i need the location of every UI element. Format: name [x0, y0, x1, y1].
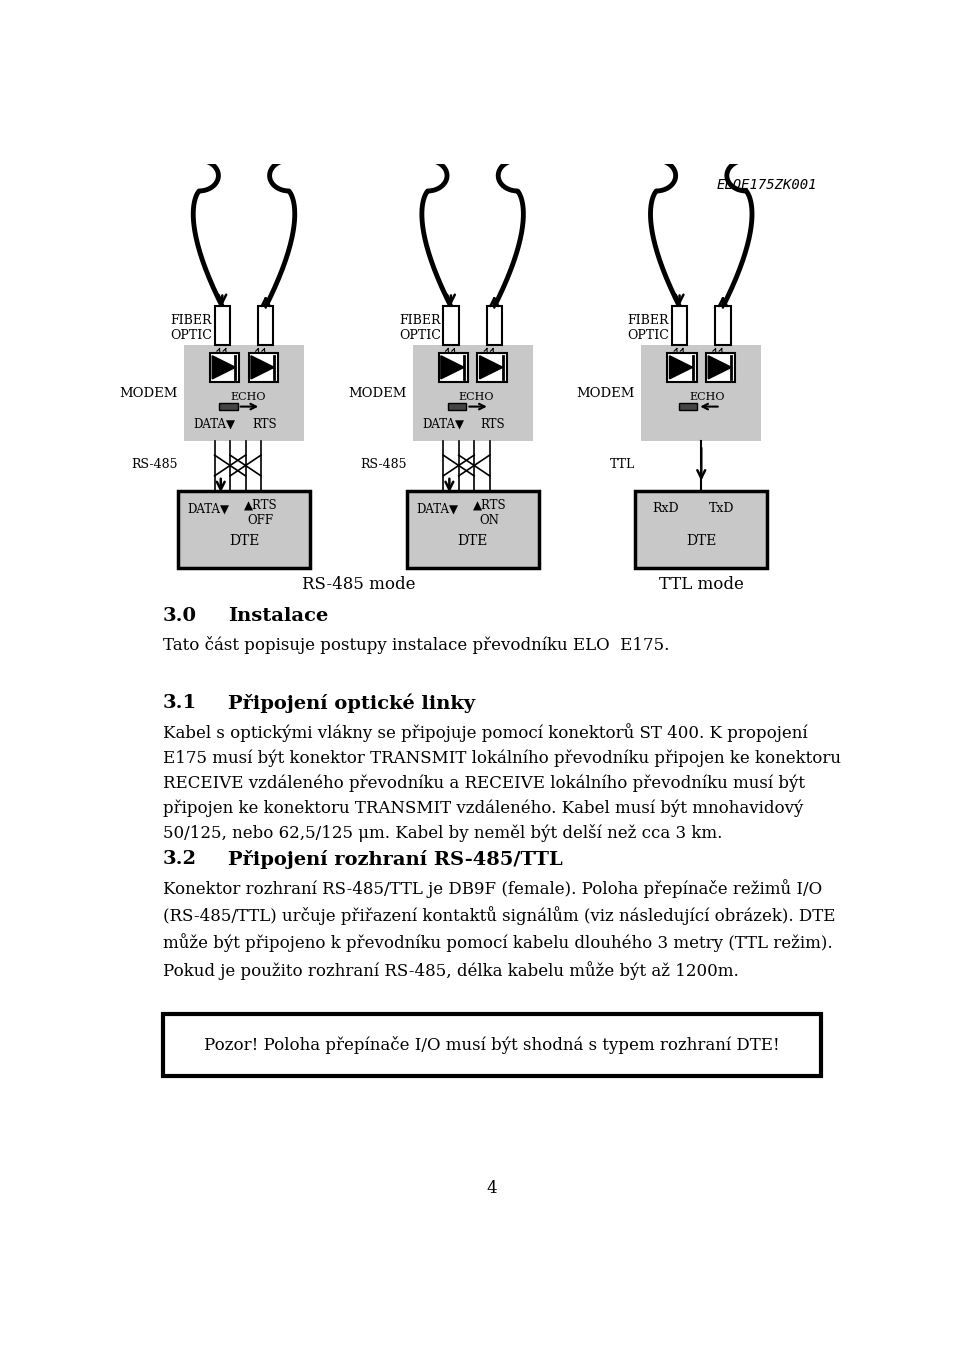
Text: RS-485: RS-485 — [360, 458, 406, 470]
Bar — [179, 491, 310, 569]
Polygon shape — [441, 355, 464, 379]
Text: DATA▼: DATA▼ — [193, 418, 235, 431]
Text: MODEM: MODEM — [119, 387, 178, 399]
Text: DATA▼: DATA▼ — [416, 502, 458, 515]
Text: DATA▼: DATA▼ — [421, 418, 464, 431]
Text: ECHO: ECHO — [459, 392, 494, 402]
Text: ▲RTS
OFF: ▲RTS OFF — [244, 499, 277, 528]
Bar — [439, 353, 468, 381]
Text: TTL: TTL — [610, 458, 635, 470]
Bar — [162, 1014, 822, 1076]
Text: TTL mode: TTL mode — [659, 576, 744, 593]
Bar — [258, 306, 274, 344]
Bar — [715, 306, 731, 344]
Polygon shape — [251, 355, 275, 379]
Text: Kabel s optickými vlákny se připojuje pomocí konektorů ST 400. K propojení
E175 : Kabel s optickými vlákny se připojuje po… — [162, 723, 841, 842]
Text: RS-485 mode: RS-485 mode — [302, 576, 416, 593]
Text: FIBER
OPTIC: FIBER OPTIC — [399, 314, 441, 342]
Bar — [667, 353, 697, 381]
Text: ELOE175ZK001: ELOE175ZK001 — [717, 178, 818, 191]
Text: ECHO: ECHO — [689, 392, 725, 402]
Text: RTS: RTS — [481, 418, 505, 431]
Polygon shape — [669, 355, 693, 379]
Text: 4: 4 — [487, 1180, 497, 1196]
Bar — [487, 306, 502, 344]
Bar — [641, 344, 761, 442]
Text: DATA▼: DATA▼ — [187, 502, 229, 515]
Text: DTE: DTE — [228, 534, 259, 548]
Text: TxD: TxD — [709, 502, 734, 515]
Text: MODEM: MODEM — [348, 387, 406, 399]
Text: ▲RTS
ON: ▲RTS ON — [472, 499, 506, 528]
Text: Připojení rozhraní RS-485/TTL: Připojení rozhraní RS-485/TTL — [228, 850, 564, 869]
Bar — [214, 306, 230, 344]
Bar — [672, 306, 687, 344]
Text: Konektor rozhraní RS-485/TTL je DB9F (female). Poloha přepínače režimů I/O
(RS-4: Konektor rozhraní RS-485/TTL je DB9F (fe… — [162, 879, 835, 980]
Bar — [184, 344, 304, 442]
Bar — [447, 403, 467, 410]
Text: Tato část popisuje postupy instalace převodníku ELO  E175.: Tato část popisuje postupy instalace pře… — [162, 636, 669, 653]
Text: Připojení optické linky: Připojení optické linky — [228, 694, 475, 714]
Bar — [219, 403, 238, 410]
Text: RTS: RTS — [252, 418, 276, 431]
Bar — [636, 491, 767, 569]
Text: RS-485: RS-485 — [132, 458, 178, 470]
Bar — [477, 353, 507, 381]
Text: FIBER
OPTIC: FIBER OPTIC — [170, 314, 212, 342]
Polygon shape — [212, 355, 235, 379]
Text: 3.2: 3.2 — [162, 850, 197, 868]
Text: FIBER
OPTIC: FIBER OPTIC — [628, 314, 669, 342]
Bar — [210, 353, 239, 381]
Bar — [706, 353, 735, 381]
Text: MODEM: MODEM — [577, 387, 635, 399]
Polygon shape — [708, 355, 732, 379]
Text: DTE: DTE — [686, 534, 716, 548]
Text: 3.0: 3.0 — [162, 607, 197, 625]
Bar — [249, 353, 278, 381]
Text: RxD: RxD — [653, 502, 679, 515]
Text: Instalace: Instalace — [228, 607, 328, 625]
Text: DTE: DTE — [457, 534, 488, 548]
Polygon shape — [480, 355, 503, 379]
Bar — [679, 403, 697, 410]
Bar — [407, 491, 539, 569]
Text: Pozor! Poloha přepínače I/O musí být shodná s typem rozhraní DTE!: Pozor! Poloha přepínače I/O musí být sho… — [204, 1036, 780, 1054]
Bar — [444, 306, 459, 344]
Text: ECHO: ECHO — [230, 392, 266, 402]
Bar — [413, 344, 533, 442]
Text: 3.1: 3.1 — [162, 694, 197, 712]
